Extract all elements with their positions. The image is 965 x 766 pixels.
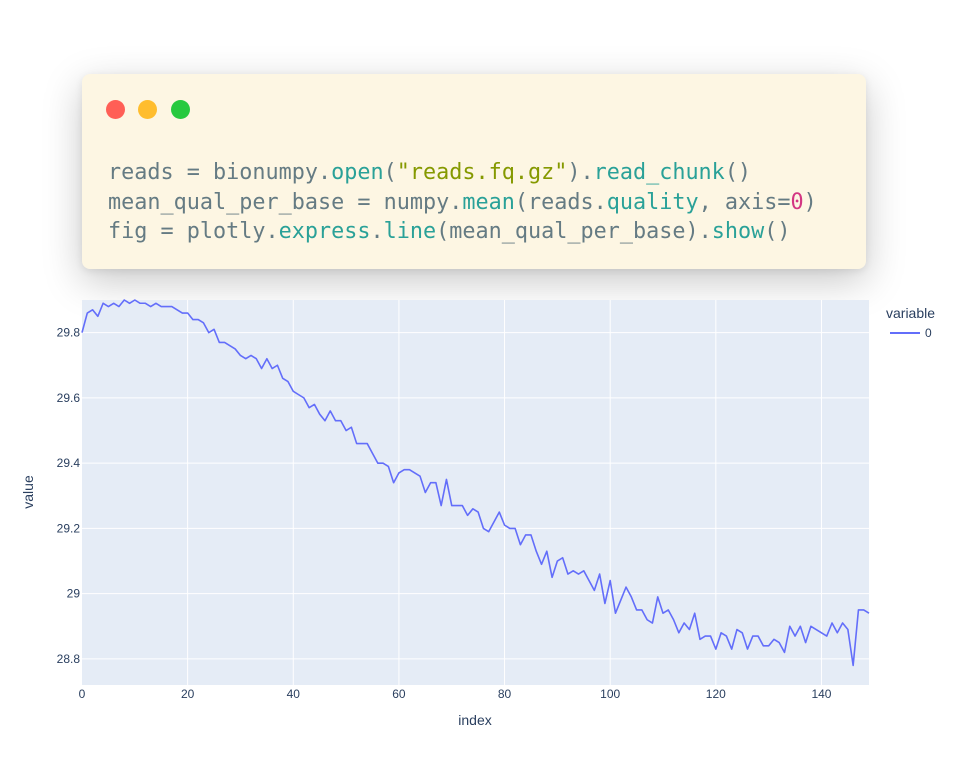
legend[interactable]: variable 0 xyxy=(886,305,935,340)
code-token: 0 xyxy=(790,189,804,215)
minimize-window-dot xyxy=(138,100,157,119)
y-tick-labels: 28.8 29 29.2 29.4 29.6 29.8 xyxy=(57,326,81,666)
code-token: () xyxy=(764,219,791,244)
code-token: "reads.fq.gz" xyxy=(396,160,568,185)
code-window: reads = bionumpy.open("reads.fq.gz").rea… xyxy=(82,74,866,269)
x-tick-label: 140 xyxy=(811,687,831,701)
code-token: show xyxy=(711,219,765,244)
y-tick-label: 29 xyxy=(67,587,81,601)
code-token: ( xyxy=(383,160,397,185)
legend-title: variable xyxy=(886,305,935,321)
x-tick-labels: 0 20 40 60 80 100 120 140 xyxy=(79,687,832,701)
code-token: reads = bionumpy. xyxy=(108,160,332,185)
y-gridlines xyxy=(82,332,869,660)
code-token: (reads. xyxy=(514,189,607,215)
y-tick-label: 29.6 xyxy=(57,391,81,405)
x-tick-label: 100 xyxy=(600,687,620,701)
y-tick-label: 29.8 xyxy=(57,326,81,340)
y-tick-label: 28.8 xyxy=(57,652,81,666)
code-line: fig = plotly.express.line(mean_qual_per_… xyxy=(108,217,817,247)
maximize-window-dot xyxy=(171,100,190,119)
y-axis-title: value xyxy=(20,475,36,509)
code-token: quality xyxy=(606,189,699,215)
series-layer xyxy=(81,299,870,667)
plot-area xyxy=(82,300,869,685)
code-token: read_chunk xyxy=(593,160,725,185)
x-axis-title: index xyxy=(458,712,491,728)
code-token: mean_qual_per_base = numpy. xyxy=(108,189,463,215)
code-token: (mean_qual_per_base). xyxy=(436,219,712,244)
x-tick-label: 20 xyxy=(181,687,195,701)
code-line: reads = bionumpy.open("reads.fq.gz").rea… xyxy=(108,158,817,188)
y-tick-label: 29.2 xyxy=(57,521,81,535)
code-block: reads = bionumpy.open("reads.fq.gz").rea… xyxy=(108,158,817,247)
code-token: open xyxy=(331,160,384,185)
x-tick-label: 0 xyxy=(79,687,86,701)
code-token: ) xyxy=(803,189,817,215)
code-token: ). xyxy=(567,160,594,185)
code-token: () xyxy=(724,160,752,185)
code-line: mean_qual_per_base = numpy.mean(reads.qu… xyxy=(108,188,817,218)
code-token: . xyxy=(370,219,384,244)
x-tick-label: 60 xyxy=(392,687,406,701)
code-token: mean xyxy=(462,189,515,215)
code-token: express xyxy=(278,219,371,244)
x-tick-label: 80 xyxy=(498,687,512,701)
code-token: fig = plotly. xyxy=(108,219,279,244)
code-token: , axis= xyxy=(698,189,791,215)
x-tick-label: 40 xyxy=(287,687,301,701)
legend-item-label: 0 xyxy=(925,326,932,340)
series-line-0[interactable] xyxy=(81,299,870,667)
x-gridlines xyxy=(187,300,822,685)
code-token: line xyxy=(383,219,437,244)
y-tick-label: 29.4 xyxy=(57,456,81,470)
close-window-dot xyxy=(106,100,125,119)
x-tick-label: 120 xyxy=(706,687,726,701)
